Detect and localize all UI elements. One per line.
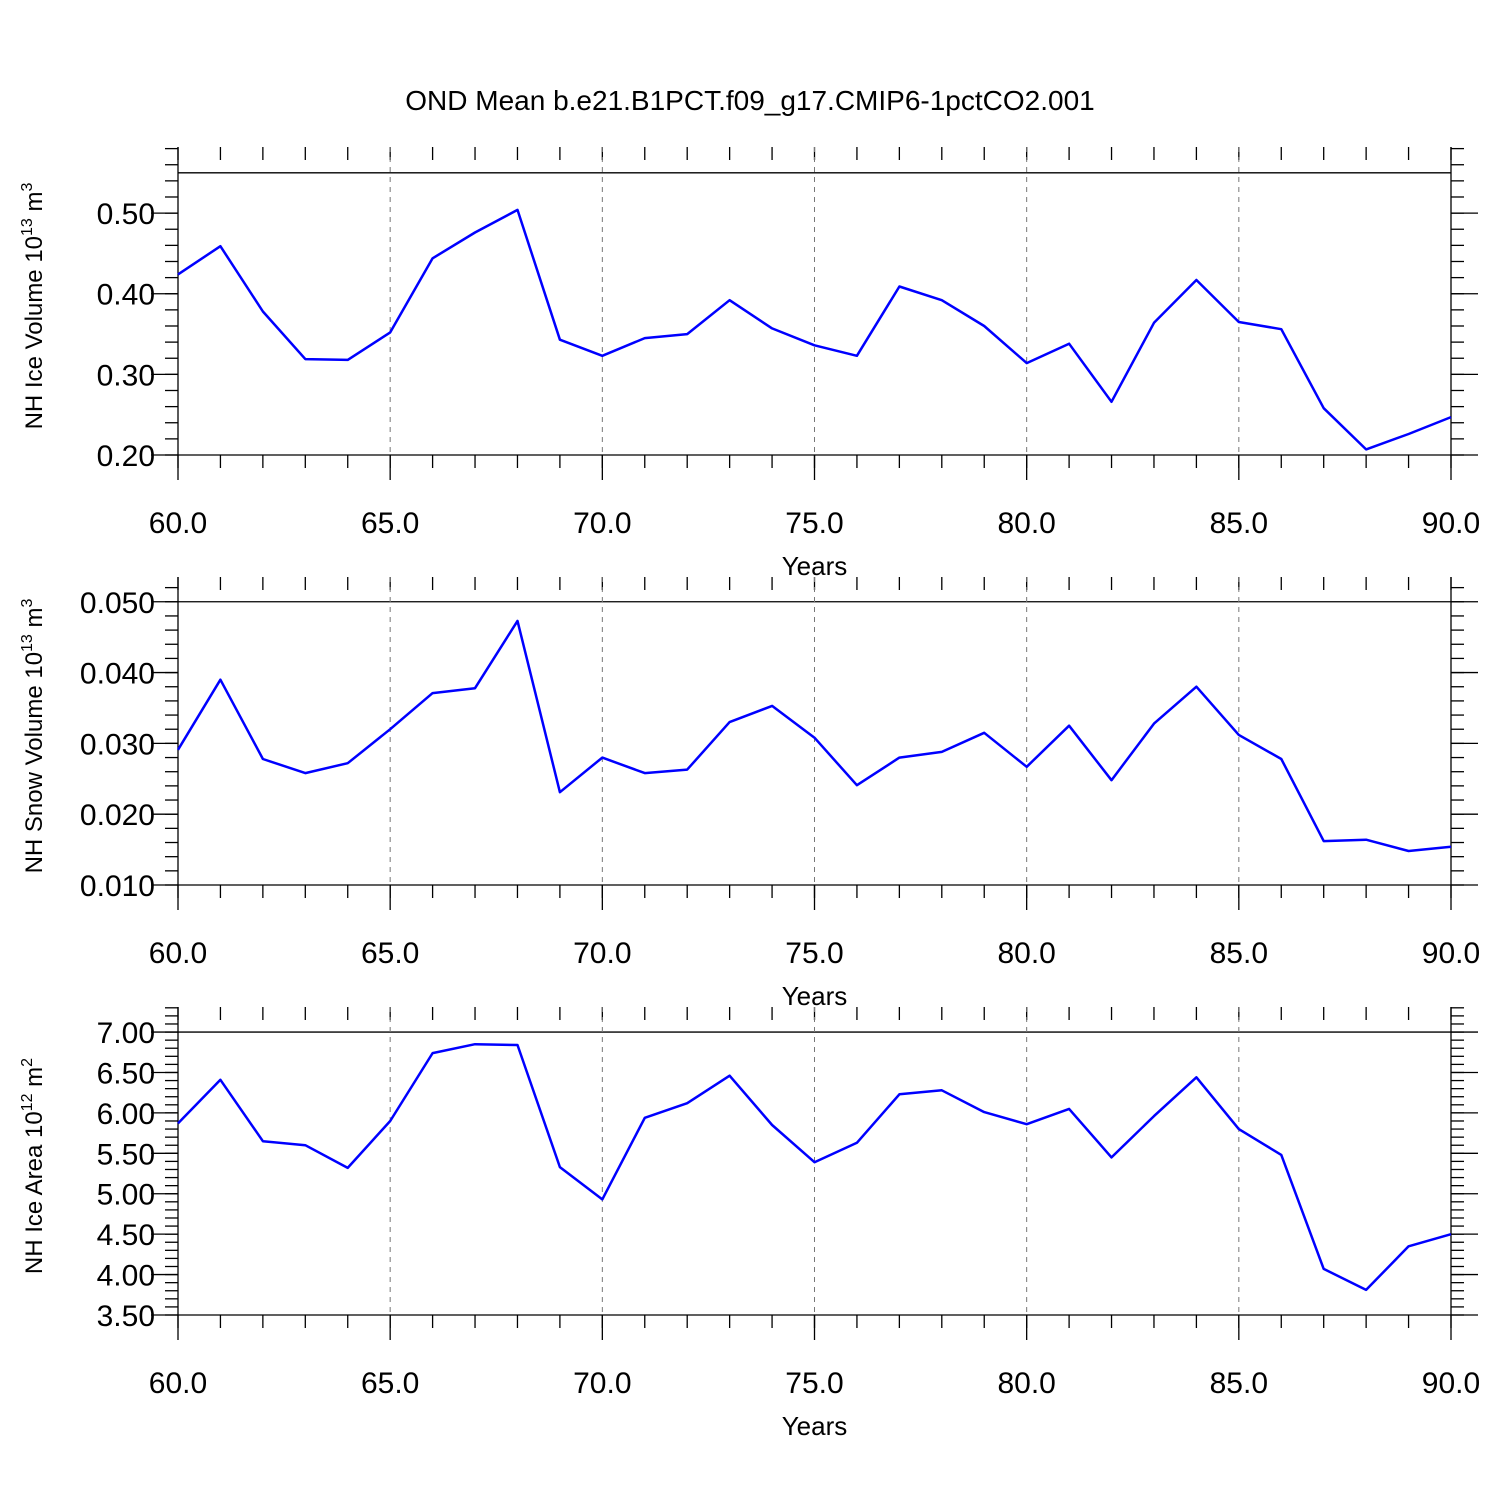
x-axis-label: Years	[782, 981, 848, 1011]
chart-title: OND Mean b.e21.B1PCT.f09_g17.CMIP6-1pctC…	[405, 85, 1094, 116]
y-tick-label: 0.050	[80, 587, 155, 620]
x-tick-label: 90.0	[1422, 937, 1480, 970]
y-tick-label: 7.00	[97, 1017, 155, 1050]
x-tick-label: 85.0	[1210, 1367, 1268, 1400]
x-tick-label: 85.0	[1210, 507, 1268, 540]
x-tick-label: 80.0	[997, 937, 1055, 970]
superscript: 3	[19, 183, 36, 192]
y-tick-label: 0.30	[97, 359, 155, 392]
y-tick-label: 3.50	[97, 1300, 155, 1333]
x-tick-label: 90.0	[1422, 1367, 1480, 1400]
label-part: m	[21, 1067, 48, 1094]
y-tick-label: 0.040	[80, 658, 155, 691]
label-part: NH Ice Volume 10	[21, 236, 48, 429]
y-tick-label: 5.50	[97, 1138, 155, 1171]
y-tick-label: 0.40	[97, 279, 155, 312]
y-tick-label: 5.00	[97, 1179, 155, 1212]
x-tick-label: 75.0	[785, 937, 843, 970]
x-tick-label: 80.0	[997, 507, 1055, 540]
x-axis-label: Years	[782, 551, 848, 581]
x-tick-label: 60.0	[149, 937, 207, 970]
x-axis-label: Years	[782, 1411, 848, 1441]
x-tick-label: 70.0	[573, 507, 631, 540]
label-part: m	[21, 192, 48, 219]
data-line	[177, 1042, 1452, 1292]
superscript: 13	[19, 634, 36, 652]
x-tick-label: 85.0	[1210, 937, 1268, 970]
x-tick-label: 70.0	[573, 1367, 631, 1400]
x-tick-label: 60.0	[149, 507, 207, 540]
y-tick-label: 6.00	[97, 1098, 155, 1131]
y-axis-label: NH Snow Volume 1013 m3	[19, 598, 48, 873]
label-part: NH Snow Volume 10	[21, 652, 48, 873]
data-line	[176, 619, 1452, 853]
x-tick-label: 65.0	[361, 507, 419, 540]
y-tick-label: 4.00	[97, 1260, 155, 1293]
y-axis-label: NH Ice Area 1012 m2	[19, 1058, 48, 1274]
superscript: 12	[19, 1093, 36, 1111]
y-tick-label: 0.030	[80, 728, 155, 761]
x-tick-label: 75.0	[785, 507, 843, 540]
data-line	[177, 208, 1452, 451]
y-tick-label: 6.50	[97, 1057, 155, 1090]
x-tick-label: 65.0	[361, 1367, 419, 1400]
label-part: NH Ice Area 10	[21, 1111, 48, 1274]
y-axis-label: NH Ice Volume 1013 m3	[19, 183, 48, 430]
x-tick-label: 60.0	[149, 1367, 207, 1400]
y-tick-label: 0.020	[80, 799, 155, 832]
x-tick-label: 65.0	[361, 937, 419, 970]
x-tick-label: 70.0	[573, 937, 631, 970]
label-part: m	[21, 607, 48, 634]
y-tick-label: 0.20	[97, 440, 155, 473]
x-tick-label: 75.0	[785, 1367, 843, 1400]
y-tick-label: 0.50	[97, 198, 155, 231]
superscript: 2	[19, 1058, 36, 1067]
y-tick-label: 4.50	[97, 1219, 155, 1252]
x-tick-label: 90.0	[1422, 507, 1480, 540]
y-tick-label: 0.010	[80, 870, 155, 903]
superscript: 13	[19, 218, 36, 236]
x-tick-label: 80.0	[997, 1367, 1055, 1400]
superscript: 3	[19, 598, 36, 607]
